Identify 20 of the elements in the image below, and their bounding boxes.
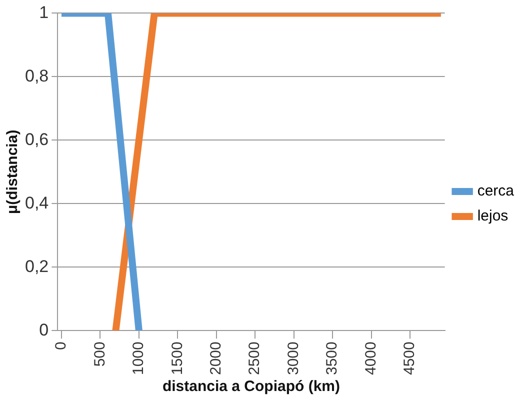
x-tick-label: 2500 <box>246 342 264 376</box>
y-tick-label: 0,4 <box>24 193 49 212</box>
y-tick-label: 1 <box>39 2 49 22</box>
legend-label: cerca <box>477 182 515 200</box>
x-tick-label: 1000 <box>130 342 148 376</box>
x-tick-label: 4000 <box>362 342 380 376</box>
y-axis-title: μ(distancia) <box>4 130 22 214</box>
y-tick-label: 0,2 <box>24 256 49 276</box>
y-tick-label: 0 <box>39 320 49 340</box>
x-tick-label: 3000 <box>284 342 302 376</box>
x-tick-label: 0 <box>52 342 70 350</box>
x-tick-label: 3500 <box>324 342 341 376</box>
x-tick-label: 500 <box>91 342 108 367</box>
x-tick-label: 2000 <box>208 342 225 376</box>
x-axis-title: distancia a Copiapó (km) <box>162 378 340 396</box>
y-tick-label: 0,8 <box>24 66 49 86</box>
x-tick-label: 1500 <box>168 342 186 376</box>
y-tick-label: 0,6 <box>24 130 49 149</box>
x-tick-label: 4500 <box>401 342 418 376</box>
legend-label: lejos <box>477 208 508 225</box>
